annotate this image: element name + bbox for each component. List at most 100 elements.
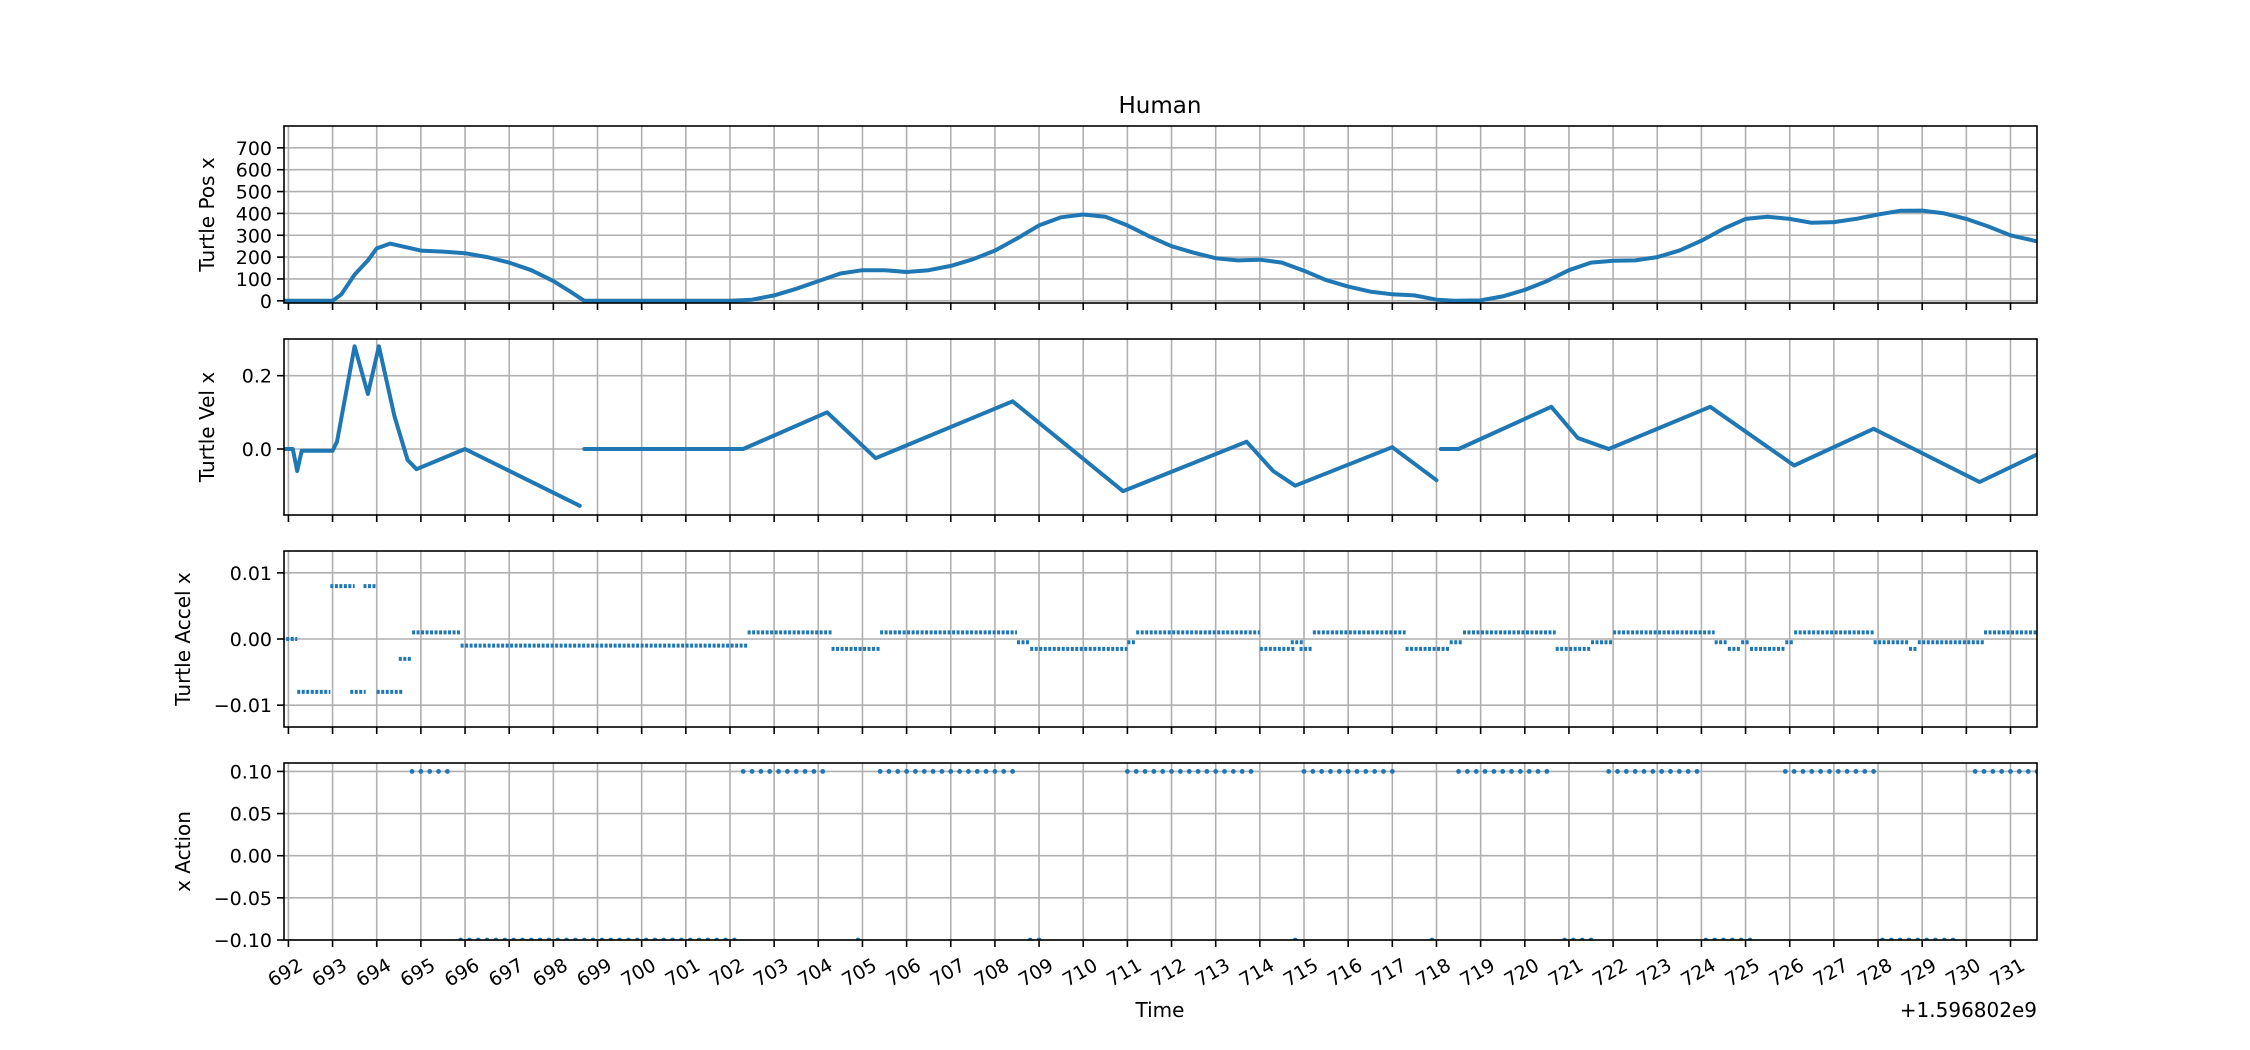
action-point-high	[767, 769, 773, 774]
y-axis-label: Turtle Vel x	[195, 372, 219, 483]
x-tick-label: 721	[1545, 954, 1587, 991]
y-axis-label: x Action	[171, 811, 195, 892]
action-point-high	[966, 769, 971, 774]
x-tick-label: 712	[1147, 954, 1189, 991]
action-point-high	[1500, 769, 1506, 774]
action-point-high	[1177, 769, 1183, 774]
x-tick-label: 717	[1368, 954, 1410, 991]
action-point-high	[1853, 769, 1859, 774]
x-tick-label: 695	[397, 954, 439, 991]
action-point-high	[2025, 769, 2031, 774]
y-tick-label: 200	[236, 247, 272, 269]
x-tick-label: 711	[1103, 954, 1145, 991]
x-tick-label: 698	[529, 954, 571, 991]
y-tick-label: 600	[236, 160, 272, 182]
x-tick-label: 706	[882, 954, 924, 991]
action-point-high	[877, 769, 883, 774]
x-tick-label: 723	[1633, 954, 1675, 991]
y-tick-label: 0	[260, 291, 272, 313]
y-tick-label: −0.01	[214, 695, 272, 717]
x-tick-label: 713	[1191, 954, 1233, 991]
action-point-high	[1517, 769, 1523, 774]
action-point-high	[1133, 769, 1139, 774]
x-offset-label: +1.596802e9	[1900, 998, 2037, 1022]
y-tick-label: 700	[236, 138, 272, 160]
subplot-accel: −0.01 0.00 0.01 Turtle Accel x	[171, 550, 2038, 734]
action-point-high	[1632, 769, 1638, 774]
x-tick-label: 697	[485, 954, 527, 991]
y-tick-label: −0.10	[214, 930, 272, 952]
action-point-high	[1782, 769, 1788, 774]
subplot-vel: 0.0 0.2 Turtle Vel x	[195, 338, 2038, 522]
action-point-high	[1381, 769, 1386, 774]
y-tick-label: 0.01	[230, 563, 272, 585]
x-tick-label: 720	[1501, 954, 1543, 991]
action-point-high	[974, 769, 980, 774]
action-point-high	[1186, 769, 1192, 774]
action-point-high	[1230, 769, 1236, 774]
action-point-high	[1544, 769, 1550, 774]
x-tick-label: 693	[308, 954, 350, 991]
action-point-high	[1535, 769, 1541, 774]
x-tick-label: 703	[750, 954, 792, 991]
x-tick-label: 710	[1059, 954, 1101, 991]
action-point-high	[1835, 769, 1841, 774]
action-point-high	[1169, 769, 1174, 774]
action-point-high	[1345, 769, 1351, 774]
series-line	[1438, 404, 2037, 484]
action-point-high	[1668, 769, 1673, 774]
action-point-high	[1509, 769, 1514, 774]
action-point-high	[1213, 769, 1219, 774]
action-point-high	[784, 769, 790, 774]
y-tick-label: 0.2	[242, 366, 272, 388]
action-point-high	[1248, 769, 1254, 774]
action-point-high	[1336, 769, 1342, 774]
action-point-high	[1124, 769, 1130, 774]
action-point-high	[1606, 769, 1612, 774]
x-tick-label: 718	[1412, 954, 1454, 991]
x-tick-label: 705	[838, 954, 880, 991]
action-point-high	[939, 769, 945, 774]
x-tick-label: 702	[706, 954, 748, 991]
action-point-high	[418, 769, 424, 774]
x-tick-label: 701	[662, 954, 704, 991]
x-tick-label: 707	[927, 954, 969, 991]
y-axis-label: Turtle Pos x	[195, 157, 219, 273]
action-point-high	[1491, 769, 1497, 774]
action-point-high	[1981, 769, 1987, 774]
action-point-high	[1862, 769, 1868, 774]
action-point-high	[1871, 769, 1877, 774]
x-axis-label: Time	[1135, 998, 1185, 1022]
x-tick-label: 696	[441, 954, 483, 991]
action-point-high	[811, 769, 817, 774]
y-tick-label: 0.05	[230, 804, 272, 826]
action-point-high	[1319, 769, 1325, 774]
x-tick-label: 730	[1942, 954, 1984, 991]
action-point-high	[1526, 769, 1532, 774]
axes-frame	[283, 338, 2038, 516]
x-tick-label: 724	[1677, 954, 1719, 991]
x-tick-label: 731	[1986, 954, 2028, 991]
action-point-high	[1641, 769, 1647, 774]
action-point-high	[1222, 769, 1227, 774]
axes-frame	[283, 125, 2038, 304]
action-point-high	[1142, 769, 1148, 774]
x-tick-label: 719	[1456, 954, 1498, 991]
action-point-high	[2008, 769, 2013, 774]
action-point-high	[921, 769, 927, 774]
action-point-high	[1659, 769, 1665, 774]
action-point-high	[1151, 769, 1157, 774]
x-tick-label: 704	[794, 954, 836, 991]
action-point-high	[1972, 769, 1978, 774]
action-point-high	[983, 769, 989, 774]
action-point-high	[1473, 769, 1479, 774]
x-tick-label: 709	[1015, 954, 1057, 991]
y-tick-label: 0.00	[230, 846, 272, 868]
x-tick-label: 714	[1236, 954, 1278, 991]
action-point-high	[895, 769, 901, 774]
y-tick-label: −0.05	[214, 888, 272, 910]
x-tick-label: 722	[1589, 954, 1631, 991]
